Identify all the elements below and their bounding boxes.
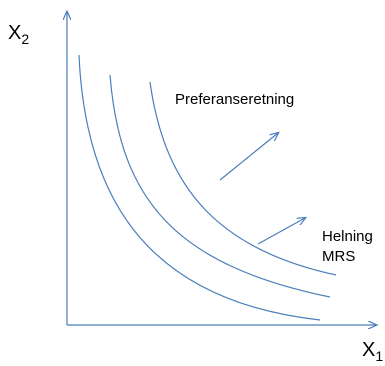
x-axis-label: X1 xyxy=(362,339,383,364)
preference-direction-label: Preferanseretning xyxy=(175,91,294,108)
mrs-label: MRS xyxy=(322,248,355,265)
slope-tangent-arrow xyxy=(257,218,305,245)
preference-direction-arrow xyxy=(219,133,278,181)
indifference-curve-1 xyxy=(78,54,321,321)
indifference-curve-3 xyxy=(149,81,337,276)
slope-label: Helning xyxy=(322,228,373,245)
indifference-curve-2 xyxy=(109,74,331,298)
y-axis-label: X2 xyxy=(8,22,29,47)
